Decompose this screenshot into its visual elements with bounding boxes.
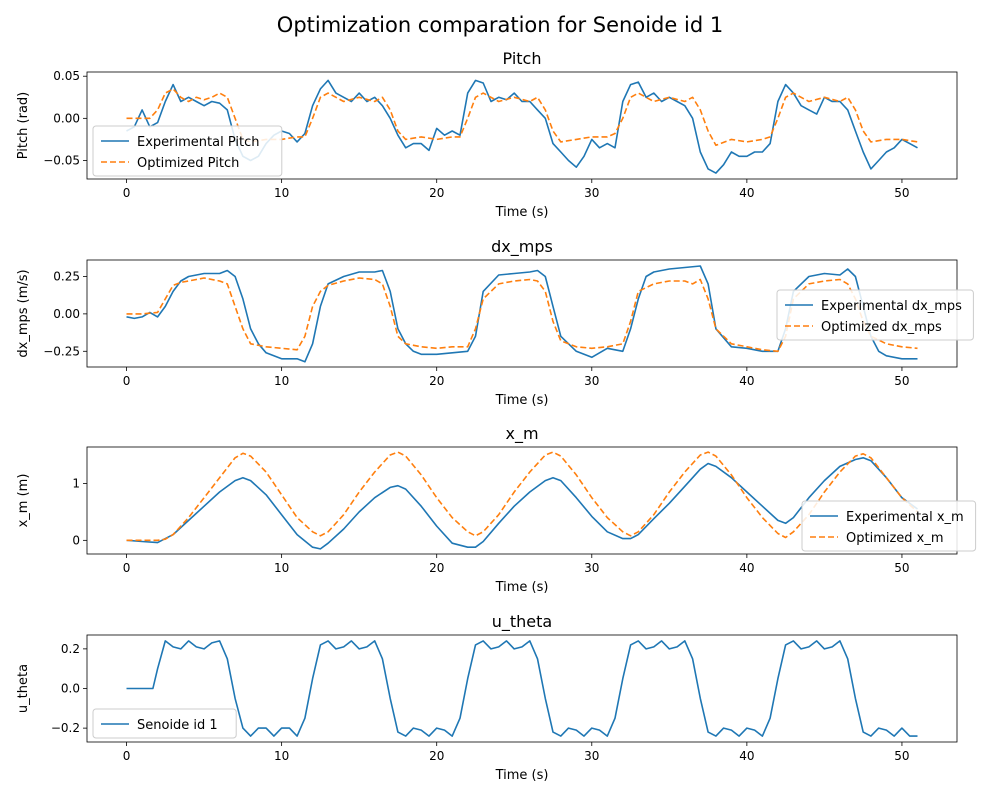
legend-box	[92, 125, 283, 177]
legend-box	[92, 708, 237, 739]
x-axis-label: Time (s)	[495, 580, 549, 595]
chart-title: Pitch	[503, 49, 542, 68]
x-tick-label: 50	[894, 561, 909, 575]
series-line-optimized	[126, 451, 919, 542]
series-line-experimental	[126, 457, 918, 550]
y-tick-label: 0.05	[53, 69, 80, 83]
plot-frame	[86, 71, 958, 180]
figure-title: Optimization comparation for Senoide id …	[277, 13, 723, 37]
x-axis-label: Time (s)	[495, 768, 549, 783]
x-tick-label: 0	[123, 749, 131, 763]
y-tick-label: 0.00	[53, 111, 80, 125]
chart-title: u_theta	[492, 612, 552, 632]
x-tick-label: 50	[894, 374, 909, 388]
chart-panel-x-m: 0 10 20 30 40 50 0 1 x_m Time (s) x_m (m) Experimen…	[16, 424, 977, 595]
legend: Senoide id 1	[92, 708, 237, 739]
y-axis-label: u_theta	[16, 664, 31, 713]
x-tick-label: 30	[584, 749, 599, 763]
y-tick-label: −0.05	[43, 153, 80, 167]
y-axis-label: x_m (m)	[16, 474, 31, 528]
legend-box	[801, 500, 977, 552]
legend-label: Experimental x_m	[846, 510, 964, 525]
series-line-experimental	[126, 640, 918, 737]
x-tick-label: 10	[274, 561, 289, 575]
chart-panel-pitch: 0 10 20 30 40 50 −0.05 0.00 0.05 Pitch Time (s) Pit…	[16, 49, 958, 220]
x-axis-label: Time (s)	[495, 393, 549, 408]
legend: Experimental x_m Optimized x_m	[801, 500, 977, 552]
y-tick-label: 0.00	[53, 307, 80, 321]
x-tick-label: 50	[894, 749, 909, 763]
chart-panel-u-theta: 0 10 20 30 40 50 −0.2 0.0 0.2 u_theta Time (s) u_th…	[16, 612, 958, 783]
y-tick-label: 0	[72, 533, 80, 547]
y-tick-label: 1	[72, 476, 80, 490]
x-tick-label: 0	[123, 561, 131, 575]
chart-panel-dx-mps: 0 10 20 30 40 50 −0.25 0.00 0.25 dx_mps Time (s) dx…	[16, 237, 974, 408]
chart-title: dx_mps	[491, 237, 553, 257]
x-tick-label: 10	[274, 374, 289, 388]
chart-title: x_m	[505, 424, 538, 444]
x-tick-label: 0	[123, 186, 131, 200]
x-tick-label: 40	[739, 186, 754, 200]
legend-label: Optimized Pitch	[137, 156, 239, 171]
x-tick-label: 10	[274, 749, 289, 763]
x-tick-label: 20	[429, 186, 444, 200]
x-tick-label: 0	[123, 374, 131, 388]
x-tick-label: 40	[739, 561, 754, 575]
legend-label: Optimized dx_mps	[821, 320, 942, 335]
x-tick-label: 40	[739, 749, 754, 763]
y-axis-label: Pitch (rad)	[16, 92, 31, 160]
x-axis-label: Time (s)	[495, 205, 549, 220]
legend-label: Experimental dx_mps	[821, 299, 962, 314]
x-tick-label: 30	[584, 374, 599, 388]
x-tick-label: 50	[894, 186, 909, 200]
legend-label: Optimized x_m	[846, 531, 944, 546]
x-tick-label: 20	[429, 561, 444, 575]
x-tick-label: 40	[739, 374, 754, 388]
y-tick-label: 0.25	[53, 269, 80, 283]
y-axis-label: dx_mps (m/s)	[16, 269, 31, 357]
legend: Experimental dx_mps Optimized dx_mps	[776, 289, 974, 341]
y-tick-label: 0.2	[61, 642, 80, 656]
x-tick-label: 10	[274, 186, 289, 200]
series-line-optimized	[126, 88, 918, 147]
legend-label: Senoide id 1	[137, 718, 218, 733]
legend: Experimental Pitch Optimized Pitch	[92, 125, 283, 177]
legend-label: Experimental Pitch	[137, 135, 259, 150]
y-tick-label: −0.2	[51, 721, 80, 735]
legend-box	[776, 289, 974, 341]
x-tick-label: 30	[584, 561, 599, 575]
x-tick-label: 20	[429, 749, 444, 763]
x-tick-label: 30	[584, 186, 599, 200]
y-tick-label: 0.0	[61, 682, 80, 696]
x-tick-label: 20	[429, 374, 444, 388]
series-line-optimized	[126, 277, 918, 353]
y-tick-label: −0.25	[43, 344, 80, 358]
